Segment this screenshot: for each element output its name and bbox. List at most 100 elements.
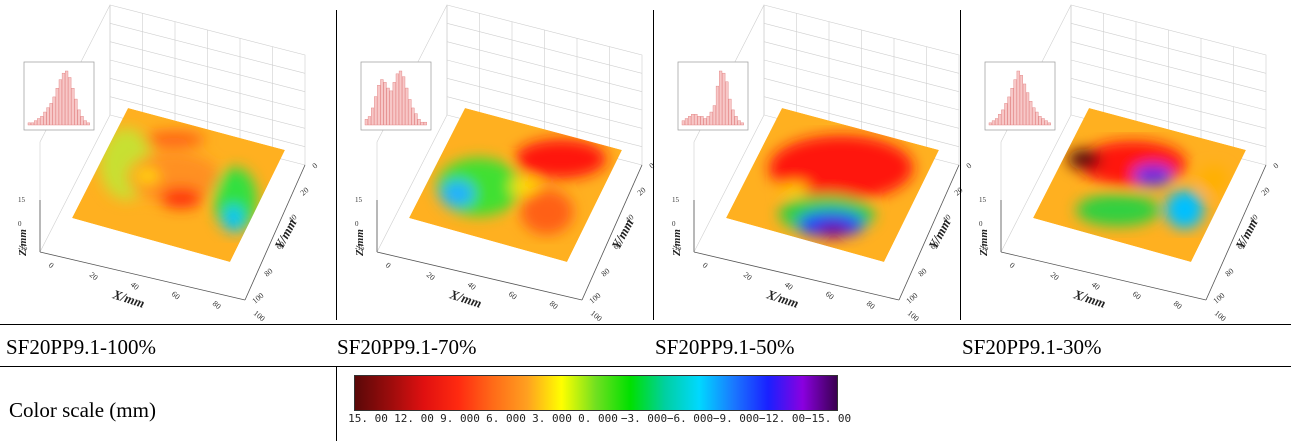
histogram-bar [694, 113, 698, 126]
divider-3 [960, 10, 961, 320]
surface-plot-100: 0 20 40 60 80 100 0 20 40 60 80 100 15 0 -15 X/mm Y/mm Z/… [17, 4, 320, 322]
caption-70: SF20PP9.1-70% [337, 335, 477, 359]
histogram-bar [703, 118, 707, 126]
histogram-bar [27, 122, 31, 126]
histogram-bar [712, 105, 716, 126]
color-scale-tick: 9. 000 [440, 412, 480, 425]
histogram-bar [697, 116, 701, 126]
histogram-bar [374, 96, 378, 126]
panel-100: 0 20 40 60 80 100 0 20 40 60 80 100 15 0 -15 X/mm Y/mm Z/… [0, 0, 320, 322]
divider-2 [653, 10, 654, 320]
color-scale-ticks: 15. 00 12. 00 9. 000 6. 000 3. 000 0. 00… [348, 412, 854, 430]
x-axis-label: X/mm [110, 286, 147, 311]
z-axis-label: Z/mm [17, 229, 29, 257]
histogram-bar [46, 107, 50, 126]
rule-middle [0, 366, 1291, 367]
y-tick: 60 [275, 239, 287, 251]
histogram-bar [420, 121, 424, 126]
y-tick: 40 [624, 212, 636, 224]
x-tick: 20 [425, 270, 437, 282]
y-axis-label: Y/mm [1232, 216, 1260, 251]
histogram-bar [722, 72, 726, 126]
x-tick: 100 [1213, 309, 1228, 322]
y-tick: 100 [1212, 291, 1227, 306]
z-tick: -15 [18, 244, 28, 252]
z-tick: 0 [18, 220, 22, 228]
divider-1 [336, 10, 337, 320]
histogram-bar [83, 120, 87, 126]
histogram-bar [684, 118, 689, 126]
histogram-bar [37, 118, 41, 126]
z-axis-label: Z/mm [671, 229, 683, 257]
y-tick: 100 [905, 291, 920, 306]
histogram-bar [1016, 70, 1020, 126]
z-axis-label: Z/mm [978, 229, 990, 257]
histogram-bar [389, 90, 393, 126]
histogram-bar [681, 120, 685, 126]
x-tick: 80 [865, 299, 877, 311]
histogram-bar [71, 88, 75, 126]
histogram-bar [411, 107, 415, 126]
panel-50: 0 20 40 60 80 100 0 20 40 60 80 100 15 0 -15 X/mm Y/mm Z/… [654, 0, 974, 322]
histogram-bar [34, 120, 38, 126]
panel-70: 0 20 40 60 80 100 0 20 40 60 80 100 15 0 -15 X/mm Y/mm Z/… [337, 0, 657, 322]
x-tick: 100 [252, 309, 267, 322]
y-tick: 60 [1236, 239, 1248, 251]
x-tick: 60 [507, 289, 519, 301]
z-tick: 15 [18, 196, 26, 204]
y-tick: 80 [263, 266, 275, 278]
y-tick: 20 [1260, 185, 1272, 197]
histogram-bar [700, 116, 704, 126]
color-scale-tick: 3. 000 [532, 412, 572, 425]
histogram-bar [991, 120, 996, 126]
x-tick: 20 [742, 270, 754, 282]
histogram-bar [998, 113, 1002, 126]
histogram-bar [1044, 120, 1048, 126]
histogram-bar [55, 88, 59, 126]
y-axis-label: Y/mm [271, 216, 299, 251]
x-tick: 80 [1172, 299, 1184, 311]
histogram-bar [725, 81, 729, 126]
caption-50: SF20PP9.1-50% [655, 335, 795, 359]
x-tick: 60 [1131, 289, 1143, 301]
caption-100: SF20PP9.1-100% [6, 335, 156, 359]
color-scale-tick: −15. 00 [804, 412, 852, 425]
x-tick: 100 [589, 309, 604, 322]
y-tick: 0 [311, 161, 320, 170]
panel-30: 0 20 40 60 80 100 0 20 40 60 80 100 15 0 -15 X/mm Y/mm Z/… [961, 0, 1281, 322]
x-tick: 40 [783, 280, 795, 292]
histogram-bar [1001, 109, 1005, 126]
histogram-bar [392, 82, 396, 126]
histogram-bar [74, 98, 78, 126]
histogram-bar [1038, 116, 1042, 126]
x-tick: 40 [466, 280, 478, 292]
histogram-bar [398, 70, 403, 126]
histogram-bar [383, 82, 387, 126]
surface-plot-30: 0 20 40 60 80 100 0 20 40 60 80 100 15 0 -15 X/mm Y/mm Z/… [978, 4, 1280, 322]
histogram-bar [417, 119, 421, 126]
histogram-bar [1047, 122, 1051, 126]
x-tick: 100 [906, 309, 921, 322]
histogram-bar [423, 121, 427, 126]
y-tick: 20 [953, 185, 965, 197]
z-tick: 15 [979, 196, 987, 204]
histogram-bar [731, 109, 735, 126]
histogram-bar [715, 85, 720, 126]
histogram-bar [995, 118, 999, 126]
caption-30: SF20PP9.1-30% [962, 335, 1102, 359]
x-tick: 0 [1008, 261, 1017, 270]
color-scale-tick: 15. 00 [348, 412, 388, 425]
histogram-bar [709, 111, 713, 126]
histogram-bar [58, 79, 62, 126]
y-tick: 40 [1248, 212, 1260, 224]
color-scale-tick: 12. 00 [394, 412, 434, 425]
histogram-bar [688, 116, 692, 126]
histogram-bar [408, 99, 412, 126]
y-tick: 100 [251, 291, 266, 306]
histogram-bar [43, 111, 47, 126]
histogram-bar [371, 107, 375, 126]
histogram-bar [1022, 83, 1027, 126]
color-scale-bar [354, 375, 838, 411]
x-tick: 20 [1049, 270, 1061, 282]
histogram-bar [734, 116, 738, 126]
